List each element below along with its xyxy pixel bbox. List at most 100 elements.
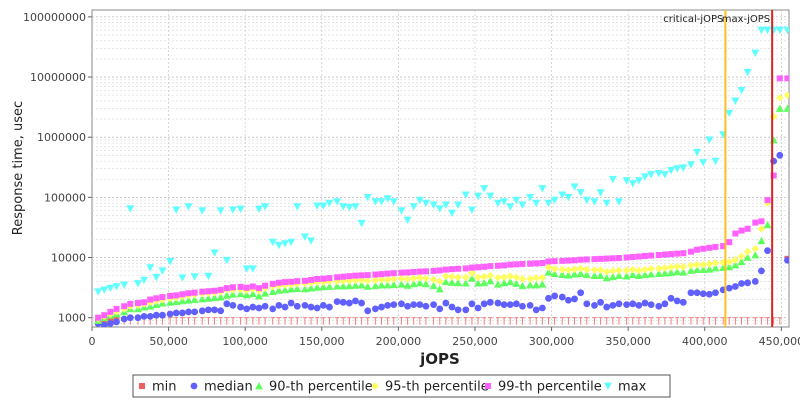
x-tick-label: 400,000 [682,335,728,348]
legend-label: median [204,380,253,395]
data-point [576,269,585,278]
data-point [512,196,521,205]
data-point [615,255,622,262]
data-point [383,275,392,284]
data-point [558,191,567,199]
data-point [564,193,573,202]
data-point [597,298,604,306]
data-point [422,268,429,275]
legend-label: max [618,380,647,395]
data-point [357,276,366,284]
data-point [744,279,752,287]
data-point [248,289,257,298]
data-point [448,266,455,273]
legend-label: 95-th percentile [385,380,489,395]
data-point [603,255,610,262]
data-point [140,276,149,285]
data-point [680,250,687,257]
data-point [590,271,599,280]
data-point [775,26,784,35]
data-point [254,205,263,214]
data-point [435,284,444,293]
data-point [711,259,720,267]
data-point [409,279,418,288]
data-point [243,305,251,313]
data-point [512,273,521,282]
data-point [596,271,605,280]
data-point [731,97,740,105]
data-point [693,289,701,297]
data-point [596,189,605,197]
data-point [249,283,256,290]
data-point [403,216,412,225]
data-point [236,289,245,298]
data-point [307,303,315,311]
data-point [622,272,631,280]
data-point [377,198,386,206]
data-point [603,303,611,311]
data-point [333,198,342,206]
data-point [134,314,142,322]
data-point [660,171,669,179]
data-point [699,159,708,167]
data-point [228,206,237,214]
data-point [429,281,438,290]
data-point [474,192,483,201]
data-point [389,275,398,283]
data-point [364,272,371,279]
data-point [628,270,637,279]
data-point [345,281,354,290]
data-point [687,261,695,270]
data-point [776,151,784,159]
data-point [641,299,649,307]
data-point [468,269,476,277]
y-tick-label: 1000000 [37,131,86,144]
data-point [454,273,462,282]
data-point [752,219,759,226]
data-point [667,268,676,277]
data-point [159,311,166,319]
legend-label: min [152,380,177,395]
data-point [538,185,547,193]
data-point [325,282,334,290]
data-point [313,283,322,291]
data-point [686,266,695,274]
data-point [410,301,418,308]
data-point [422,274,430,283]
data-point [538,304,546,312]
data-point [783,104,789,112]
data-point [583,256,590,263]
data-point [501,262,508,269]
data-point [390,270,397,277]
data-point [146,264,155,272]
data-point [300,233,309,241]
data-point [409,274,418,283]
data-point [167,292,174,299]
data-point [320,275,327,282]
data-point [591,301,598,309]
data-point [191,308,199,316]
x-axis-title: jOPS [419,350,460,368]
data-point [506,301,514,308]
data-point [506,277,515,286]
data-point [545,258,552,265]
data-point [487,263,494,270]
data-point [776,94,784,102]
data-point [486,192,495,201]
data-point [687,289,695,297]
data-point [693,260,701,269]
x-tick-label: 0 [89,335,96,348]
data-point [647,301,655,308]
y-tick-label: 100000000 [23,11,86,24]
data-point [371,281,380,290]
data-point [518,201,527,209]
data-point [281,303,289,311]
data-point [282,279,289,286]
data-point [325,199,334,208]
data-point [422,302,430,310]
data-point [378,271,385,278]
legend: min median 90-th percentile 95-th percentil… [132,374,671,398]
data-point [173,292,180,299]
data-point [178,274,187,282]
